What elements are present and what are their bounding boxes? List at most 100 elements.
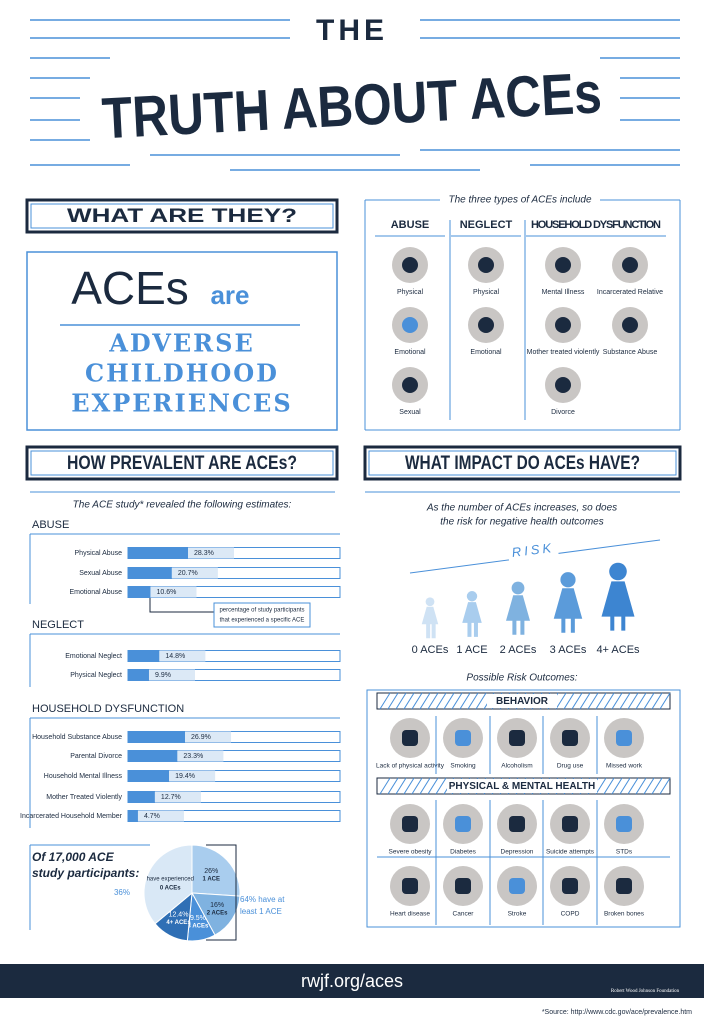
aces-word: ACEs — [71, 262, 189, 314]
hatch — [635, 777, 647, 795]
bar-value: 4.7% — [144, 813, 160, 820]
bar — [128, 547, 188, 559]
outcome-icon-mark — [616, 730, 632, 746]
icon-mark — [622, 317, 638, 333]
risk-level: 3 ACEs — [550, 644, 587, 656]
hatch — [379, 692, 391, 710]
hatch — [459, 692, 471, 710]
risk-level: 0 ACEs — [412, 644, 449, 656]
heading-box-inner — [368, 450, 677, 476]
type-item: Incarcerated Relative — [597, 289, 663, 296]
icon-mark — [478, 317, 494, 333]
prevalence-intro: The ACE study* revealed the following es… — [73, 500, 292, 511]
pie-note: 64% have at — [240, 895, 285, 904]
outcome-label: Diabetes — [450, 849, 476, 856]
hatch — [379, 777, 391, 795]
outcome-icon-mark — [616, 878, 632, 894]
hatch — [651, 692, 663, 710]
hatch — [619, 777, 631, 795]
bar-value-bg — [159, 650, 206, 662]
figure-head — [425, 597, 435, 607]
outcome-label: Broken bones — [604, 911, 645, 918]
bar-value: 19.4% — [175, 773, 195, 780]
hatch — [387, 692, 399, 710]
figure-head — [560, 572, 576, 588]
bar — [128, 731, 186, 743]
bar-label: Household Substance Abuse — [32, 734, 122, 741]
heading-box — [363, 445, 682, 481]
type-item: Substance Abuse — [603, 349, 658, 356]
hatch — [611, 692, 623, 710]
bar-value: 12.7% — [161, 794, 181, 801]
outcome-icon-mark — [455, 730, 471, 746]
note-text: percentage of study participants — [219, 608, 304, 614]
bar-label: Emotional Abuse — [69, 589, 122, 596]
slice-label: 3 ACEs — [188, 924, 209, 930]
bar — [128, 750, 178, 762]
outcome-label: Heart disease — [390, 911, 430, 918]
note-text: that experienced a specific ACE — [220, 618, 305, 624]
risk-level: 4+ ACEs — [596, 644, 640, 656]
hatch — [419, 777, 431, 795]
bar-label: Household Mental Illness — [44, 773, 123, 780]
hatch — [451, 692, 463, 710]
hatch — [595, 777, 607, 795]
hatch — [643, 692, 655, 710]
figure-body — [462, 602, 482, 637]
types-intro: The three types of ACEs include — [448, 195, 591, 206]
outcome-icon-mark — [616, 816, 632, 832]
icon-mark — [555, 317, 571, 333]
figure-body — [421, 606, 439, 639]
outcomes-title: Possible Risk Outcomes: — [466, 673, 577, 684]
outcome-icon-mark — [509, 878, 525, 894]
outcome-icon-mark — [562, 816, 578, 832]
hatch — [603, 777, 615, 795]
type-heading: NEGLECT — [460, 219, 513, 231]
hatch — [419, 692, 431, 710]
bar — [128, 770, 170, 782]
slice-text: have experienced — [147, 876, 194, 882]
outcome-label: Stroke — [508, 911, 527, 918]
figure-body — [553, 588, 583, 633]
pie-slice — [143, 844, 193, 925]
bar — [128, 810, 138, 822]
figure-body — [601, 581, 635, 631]
bar-value: 23.3% — [183, 753, 203, 760]
outcome-icon-mark — [402, 730, 418, 746]
pie-slice — [191, 844, 241, 897]
pie-caption: Of 17,000 ACE — [32, 850, 115, 864]
slice-label: 4+ ACEs — [166, 920, 191, 926]
bar-label: Parental Divorce — [70, 753, 122, 760]
risk-level: 2 ACEs — [500, 644, 537, 656]
outcome-icon-mark — [509, 816, 525, 832]
outcome-icon-mark — [455, 816, 471, 832]
figure-head — [609, 562, 627, 581]
hatch — [395, 777, 407, 795]
type-heading: ABUSE — [391, 219, 430, 231]
bar-value-bg — [150, 586, 197, 598]
outcome-label: COPD — [561, 911, 580, 918]
intro-bg — [440, 192, 600, 208]
outcome-label: Alcoholism — [501, 763, 532, 770]
outcome-icon-mark — [402, 816, 418, 832]
figure-head — [466, 591, 478, 602]
bar-label: Physical Neglect — [70, 672, 122, 679]
bar-value: 26.9% — [191, 734, 211, 741]
type-item: Physical — [473, 289, 500, 296]
hatch — [571, 692, 583, 710]
definition-line: EXPERIENCES — [71, 389, 292, 418]
figure-body — [506, 595, 530, 635]
slice-value: 12.4% — [169, 911, 189, 918]
hatch — [387, 777, 399, 795]
hatch — [659, 777, 671, 795]
note-pointer — [149, 598, 214, 613]
outcome-label: Smoking — [450, 763, 476, 770]
outcome-label: Drug use — [557, 763, 584, 770]
heading-box — [25, 445, 339, 481]
icon-mark — [402, 317, 418, 333]
title-main: TRUTH ABOUT ACEs — [100, 60, 603, 151]
bar-label: Physical Abuse — [75, 550, 123, 557]
outcome-label: Missed work — [606, 763, 643, 770]
type-item: Emotional — [394, 349, 426, 356]
